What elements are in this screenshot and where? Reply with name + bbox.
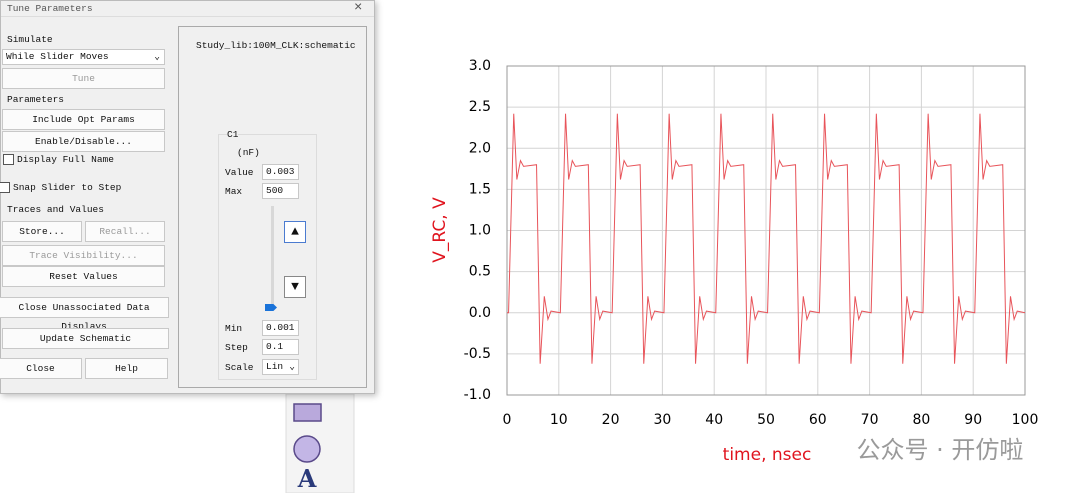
value-input[interactable]: 0.003 [262, 164, 299, 180]
x-tick-label: 90 [964, 412, 982, 428]
mode-text: While Slider Moves [6, 51, 109, 62]
watermark: 公众号 · 开仿啦 [857, 436, 1024, 464]
field-label: Step [225, 342, 248, 353]
y-tick-label: 1.5 [469, 181, 491, 197]
recall-button[interactable]: Recall... [85, 221, 165, 242]
x-tick-label: 80 [912, 412, 930, 428]
slider-thumb[interactable] [265, 304, 277, 311]
checkbox-label: Display Full Name [17, 154, 114, 165]
max-input[interactable]: 500 [262, 183, 299, 199]
y-axis-label: V_RC, V [430, 197, 450, 263]
close-unassoc-button[interactable]: Close Unassociated Data Displays [0, 297, 169, 332]
checkbox[interactable] [0, 182, 10, 193]
x-tick-label: 10 [550, 412, 568, 428]
step-down[interactable]: ▼ [284, 276, 306, 298]
update-button[interactable]: Update Schematic [2, 328, 169, 349]
x-tick-label: 100 [1012, 412, 1039, 428]
enable-button[interactable]: Enable/Disable... [2, 131, 165, 152]
y-tick-label: 0.0 [469, 305, 491, 321]
close-x[interactable]: × [354, 0, 363, 16]
y-tick-label: 2.5 [469, 99, 491, 115]
visibility-button[interactable]: Trace Visibility... [2, 245, 165, 266]
close-button[interactable]: Close [0, 358, 82, 379]
min-input[interactable]: 0.001 [262, 320, 299, 336]
slider-track[interactable] [271, 206, 274, 310]
field-label: Value [225, 167, 254, 178]
reset-button[interactable]: Reset Values [2, 266, 165, 287]
param-name: C1 [227, 129, 239, 140]
help-button[interactable]: Help [85, 358, 168, 379]
field-label: Min [225, 323, 243, 334]
group-label: Parameters [7, 94, 65, 105]
field-label: Scale [225, 362, 254, 373]
x-tick-label: 20 [602, 412, 620, 428]
palette: A [285, 393, 355, 493]
checkbox-label: Snap Slider to Step [13, 182, 122, 193]
scale-text: Lin [266, 361, 284, 372]
tune-button[interactable]: Tune [2, 68, 165, 89]
waveform [507, 113, 1026, 364]
step-input[interactable]: 0.1 [262, 339, 299, 355]
plot-frame [506, 65, 1026, 396]
x-tick-label: 70 [861, 412, 879, 428]
field-label: Max [225, 186, 243, 197]
y-tick-label: 0.5 [469, 264, 491, 280]
param-group [218, 134, 317, 380]
x-axis-label: time, nsec [723, 445, 812, 465]
schematic-name: Study_lib:100M_CLK:schematic [196, 40, 356, 51]
y-tick-label: 1.0 [469, 223, 491, 239]
y-tick-label: -0.5 [464, 346, 491, 362]
y-tick-label: -1.0 [464, 387, 491, 403]
x-tick-label: 0 [503, 412, 512, 428]
param-unit: (nF) [237, 147, 260, 158]
x-tick-label: 40 [705, 412, 723, 428]
tune-dialog: Tune Parameters × Simulate While Slider … [0, 0, 375, 394]
svg-text:A: A [297, 464, 317, 493]
store-button[interactable]: Store... [2, 221, 82, 242]
dialog-title: Tune Parameters [7, 3, 93, 14]
y-tick-label: 3.0 [469, 58, 491, 74]
scale-select[interactable]: Lin ⌄ [262, 359, 299, 375]
x-tick-label: 60 [809, 412, 827, 428]
step-up[interactable]: ▲ [284, 221, 306, 243]
checkbox[interactable] [3, 154, 14, 165]
x-tick-label: 30 [653, 412, 671, 428]
group-label: Simulate [7, 34, 53, 45]
y-tick-label: 2.0 [469, 140, 491, 156]
simulate-mode[interactable]: While Slider Moves ⌄ [2, 49, 165, 65]
group-label: Traces and Values [7, 204, 104, 215]
include-button[interactable]: Include Opt Params [2, 109, 165, 130]
x-tick-label: 50 [757, 412, 775, 428]
